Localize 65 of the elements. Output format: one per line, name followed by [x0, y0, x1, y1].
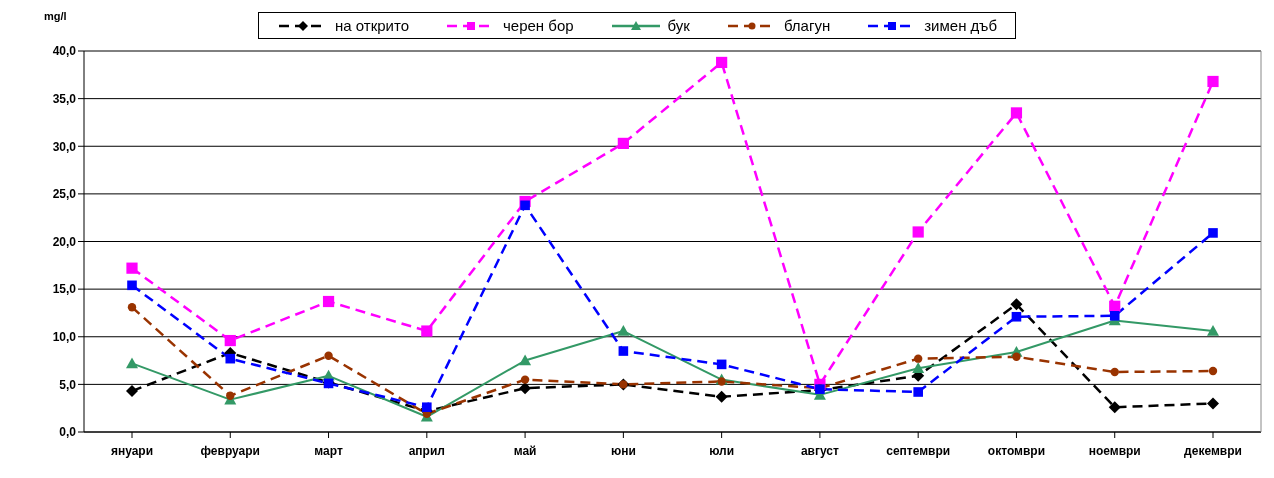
- legend-label: на открито: [335, 17, 410, 34]
- x-tick-label: октомври: [987, 443, 1046, 458]
- y-tick-label: 0,0: [59, 425, 77, 440]
- point: [1207, 75, 1219, 88]
- point: [126, 262, 138, 274]
- y-tick-label: 40,0: [52, 44, 77, 59]
- point: [1208, 366, 1218, 376]
- legend-label: бук: [667, 17, 690, 34]
- point: [519, 354, 532, 366]
- legend-label: зимен дъб: [924, 17, 997, 34]
- point: [912, 362, 925, 373]
- point: [322, 295, 335, 308]
- point: [717, 377, 726, 386]
- point: [715, 390, 728, 403]
- point: [1010, 298, 1023, 311]
- x-tick-label: април: [408, 443, 445, 458]
- y-tick-label: 25,0: [52, 187, 77, 202]
- y-tick-label: 15,0: [52, 282, 77, 297]
- point: [1012, 352, 1021, 361]
- point: [913, 387, 923, 397]
- y-tick-label: 10,0: [52, 330, 77, 345]
- point: [1110, 367, 1119, 377]
- point: [716, 56, 728, 69]
- x-tick-label: януари: [110, 443, 154, 458]
- point: [224, 334, 236, 347]
- x-tick-label: август: [800, 443, 840, 458]
- y-tick-label: 5,0: [59, 377, 77, 392]
- point: [422, 402, 432, 413]
- legend-label: черен бор: [503, 17, 574, 34]
- point: [1010, 107, 1023, 119]
- point: [1011, 311, 1022, 322]
- point: [520, 375, 530, 384]
- point: [1108, 401, 1121, 414]
- y-tick-label: 35,0: [52, 91, 77, 106]
- point: [225, 353, 236, 364]
- x-tick-label: юли: [709, 443, 735, 458]
- point: [618, 346, 629, 356]
- point: [912, 226, 924, 238]
- y-tick-label: 30,0: [52, 139, 77, 154]
- y-axis-title: mg/l: [44, 10, 67, 22]
- point: [324, 351, 333, 360]
- point: [913, 354, 923, 363]
- x-tick-label: декември: [1184, 443, 1242, 458]
- x-tick-label: юни: [610, 443, 636, 458]
- point: [519, 382, 532, 395]
- point: [127, 303, 137, 312]
- point: [127, 280, 137, 291]
- x-tick-label: февруари: [200, 443, 261, 458]
- legend-label: благун: [783, 17, 831, 34]
- point: [1207, 325, 1219, 336]
- point: [126, 357, 138, 369]
- x-tick-label: септември: [886, 443, 951, 458]
- point: [126, 385, 138, 398]
- point: [1208, 228, 1218, 238]
- point: [520, 200, 530, 211]
- y-tick-label: 20,0: [52, 234, 77, 249]
- point: [1207, 397, 1219, 410]
- point: [226, 391, 235, 401]
- point: [1109, 311, 1120, 321]
- x-tick-label: ноември: [1088, 443, 1141, 458]
- x-tick-label: март: [314, 443, 343, 458]
- point: [617, 325, 630, 336]
- x-tick-label: май: [513, 443, 537, 458]
- point: [421, 325, 433, 337]
- point: [617, 137, 629, 149]
